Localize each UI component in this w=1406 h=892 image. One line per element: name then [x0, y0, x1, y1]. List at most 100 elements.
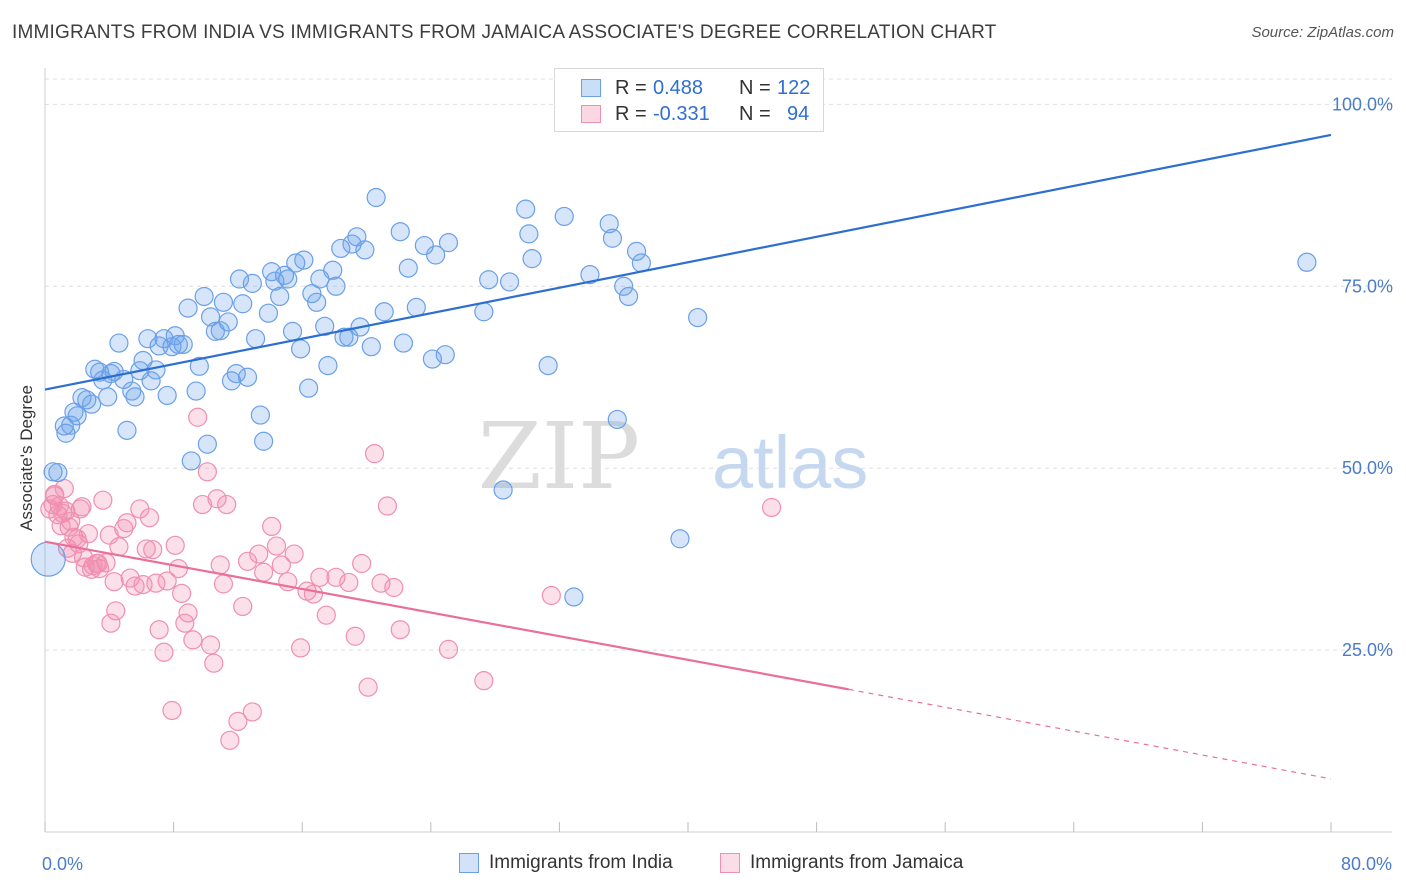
india-point — [493, 480, 513, 500]
india-point — [519, 224, 539, 244]
bottom-legend-jamaica[interactable]: Immigrants from Jamaica — [720, 852, 963, 874]
india-point — [414, 235, 434, 256]
x-ticks — [44, 822, 1332, 832]
bottom-legend-india[interactable]: Immigrants from India — [459, 852, 673, 874]
india-point — [614, 276, 634, 296]
legend: R = 0.488 N = 122 R = -0.331 N = 94 — [554, 68, 824, 132]
india-point — [564, 587, 584, 607]
india-point — [318, 355, 338, 376]
india-point — [607, 409, 627, 430]
india-point — [299, 378, 319, 398]
india-point — [422, 349, 443, 369]
jamaica-point — [93, 490, 113, 510]
jamaica-point — [266, 536, 287, 556]
india-point — [426, 245, 446, 265]
jamaica-point — [474, 671, 494, 691]
india-point — [670, 529, 690, 549]
india-point — [138, 329, 158, 349]
jamaica-point — [143, 540, 163, 560]
legend-r-value: -0.331 — [653, 102, 710, 125]
jamaica-point — [192, 494, 213, 515]
jamaica-point — [316, 605, 336, 625]
india-point — [361, 337, 381, 357]
jamaica-point — [62, 543, 82, 563]
jamaica-point — [339, 572, 359, 593]
jamaica-point — [371, 573, 391, 593]
india-point — [602, 228, 623, 248]
jamaica-point — [104, 572, 124, 592]
india-point — [406, 297, 426, 317]
india-point — [334, 327, 354, 347]
india-trend-line — [44, 133, 1332, 391]
legend-row-jamaica: R = -0.331 N = 94 — [581, 102, 809, 126]
bottom-legend-label-india: Immigrants from India — [489, 852, 673, 873]
india-point — [30, 541, 66, 577]
india-point — [599, 214, 619, 234]
y-tick-label: 100.0% — [1332, 94, 1393, 114]
india-point — [618, 286, 639, 307]
x-tick-label-min: 0.0% — [42, 854, 83, 874]
jamaica-point — [178, 603, 198, 623]
legend-n-label: N = — [739, 76, 771, 99]
india-point — [278, 269, 298, 289]
india-point — [189, 356, 209, 376]
india-point — [522, 249, 542, 269]
axes — [44, 68, 1392, 833]
india-point — [274, 265, 295, 285]
jamaica-point — [45, 484, 65, 504]
jamaica-point — [51, 516, 71, 536]
india-point — [98, 387, 118, 407]
india-point — [626, 241, 647, 261]
india-point — [1297, 252, 1317, 272]
bottom-legend: Immigrants from India Immigrants from Ja… — [0, 852, 1406, 878]
india-point — [290, 339, 311, 359]
india-point — [302, 283, 322, 304]
jamaica-point — [172, 583, 192, 603]
india-point — [67, 406, 87, 426]
jamaica-trend-line — [44, 540, 849, 691]
jamaica-point — [233, 596, 253, 617]
jamaica-point — [390, 620, 410, 640]
jamaica-point — [114, 518, 134, 539]
india-point — [242, 273, 262, 293]
india-point — [218, 312, 238, 332]
trend-lines — [44, 133, 1332, 780]
india-point — [72, 388, 92, 408]
jamaica-point — [249, 544, 269, 564]
jamaica-point — [188, 407, 208, 427]
india-point — [213, 292, 234, 312]
india-point — [54, 416, 74, 436]
india-point — [250, 405, 271, 425]
chart-title: IMMIGRANTS FROM INDIA VS IMMIGRANTS FROM… — [12, 22, 997, 43]
india-point — [254, 431, 274, 451]
legend-r-label: R = — [615, 102, 647, 125]
india-point — [117, 420, 137, 440]
jamaica-point — [207, 489, 227, 509]
india-point — [326, 276, 346, 296]
jamaica-point — [204, 653, 224, 673]
india-point — [178, 298, 198, 318]
india-point — [125, 387, 145, 407]
jamaica-point — [761, 497, 782, 518]
jamaica-point — [200, 635, 221, 655]
jamaica-point — [310, 567, 330, 587]
jamaica-point — [213, 574, 234, 594]
india-point — [245, 329, 266, 349]
watermark-atlas: atlas — [712, 421, 868, 504]
jamaica-trend-extension — [848, 688, 1332, 780]
jamaica-point — [183, 630, 203, 650]
india-point — [173, 334, 193, 355]
india-point — [294, 250, 314, 270]
india-point — [393, 333, 414, 353]
india-point — [374, 302, 394, 322]
jamaica-point — [254, 562, 274, 582]
india-point — [580, 265, 600, 285]
india-point — [307, 292, 327, 312]
india-point — [64, 402, 84, 422]
india-point — [331, 238, 351, 259]
jamaica-point — [59, 517, 79, 537]
india-point — [323, 260, 343, 280]
india-point — [435, 345, 455, 365]
bottom-legend-swatch-india — [459, 853, 479, 873]
